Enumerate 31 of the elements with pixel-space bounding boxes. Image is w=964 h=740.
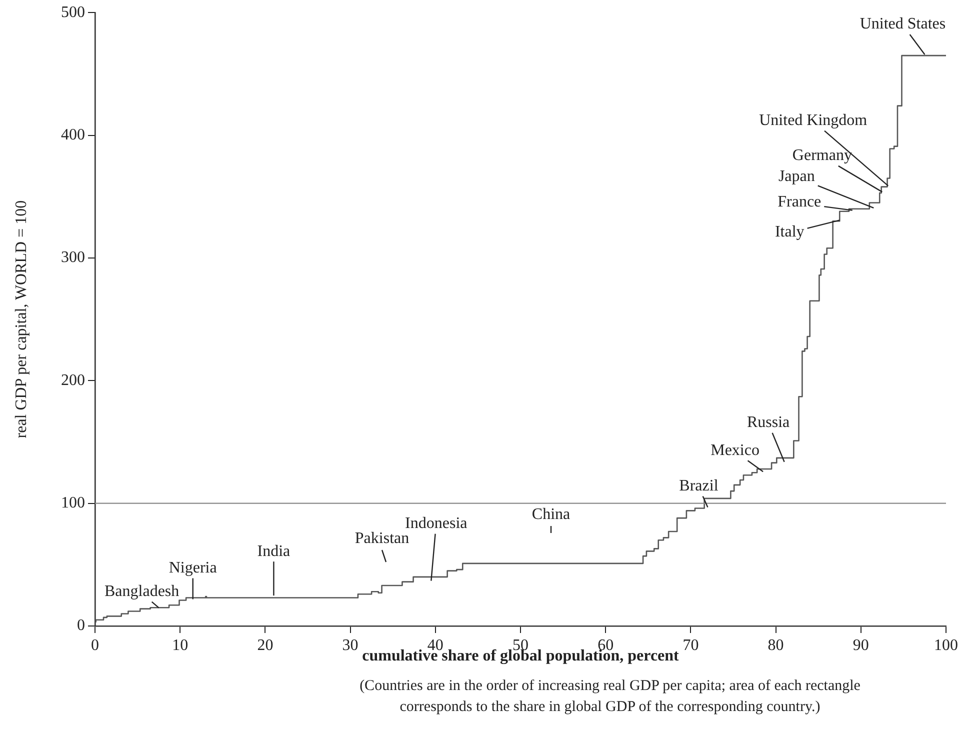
x-tick-label: 70 <box>682 636 699 654</box>
y-tick-label: 500 <box>61 4 85 21</box>
annotation: Indonesia <box>405 515 468 532</box>
y-axis-title: real GDP per capital, WORLD = 100 <box>12 200 30 438</box>
y-tick-label: 100 <box>61 494 85 512</box>
x-tick-label: 10 <box>172 636 188 654</box>
annotation: India <box>257 542 290 560</box>
annotation: Mexico <box>710 442 760 459</box>
annotation: United States <box>860 16 946 33</box>
y-tick-label: 200 <box>61 372 85 389</box>
x-tick-label: 80 <box>768 636 784 654</box>
x-tick-label: 20 <box>257 636 274 654</box>
annotation: Germany <box>792 147 852 164</box>
annotation: Pakistan <box>354 530 410 548</box>
annotation: Brazil <box>679 477 719 494</box>
text: (Countries are in the order of increasing real GDP per capita; area of each rectangle corresponds to the share in global GDP of the corresponding country.) <box>358 677 862 717</box>
y-tick-label: 300 <box>61 249 85 266</box>
annotation: Italy <box>774 223 804 240</box>
annotation: France <box>778 194 822 211</box>
x-tick-label: 90 <box>852 636 869 654</box>
y-tick-label: 400 <box>61 126 85 144</box>
annotation: Bangladesh <box>104 583 180 600</box>
x-tick-label: 0 <box>91 636 99 654</box>
x-tick-label: 30 <box>342 636 358 654</box>
annotation: United Kingdom <box>759 112 868 130</box>
y-tick-label: 0 <box>77 617 85 634</box>
annotation: Russia <box>746 414 790 432</box>
annotation: Japan <box>778 168 815 186</box>
annotation: China <box>532 506 570 524</box>
annotation: Nigeria <box>168 559 217 576</box>
x-tick-label: 100 <box>934 636 958 654</box>
